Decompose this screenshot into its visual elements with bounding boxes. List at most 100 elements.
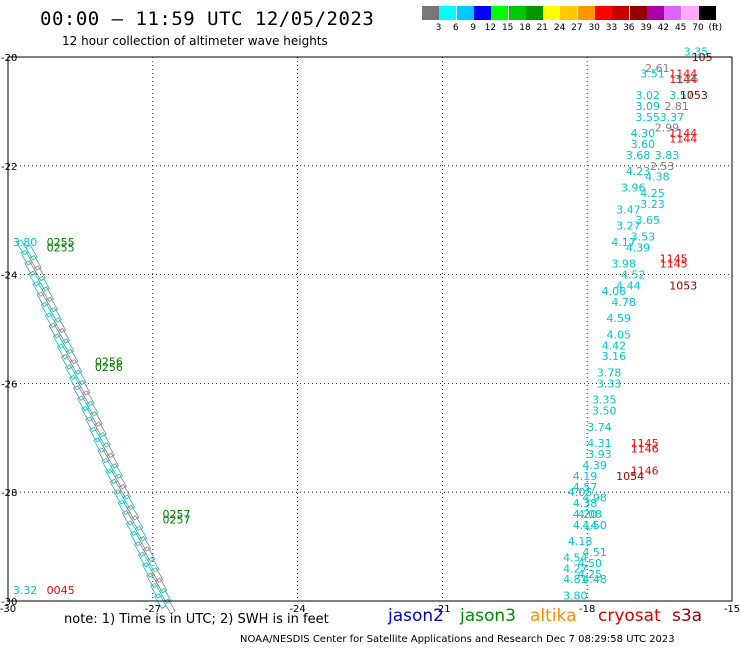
track-glyph [142, 562, 155, 578]
wave-height-label: 4.25 [578, 568, 603, 581]
track-glyph [159, 588, 172, 604]
track-glyph [130, 515, 144, 531]
wave-height-label: 4.19 [573, 470, 598, 483]
wave-height-label: 4.81 [563, 573, 588, 586]
track-glyph [37, 275, 50, 292]
time-label: 1146 [631, 443, 659, 456]
legend-label: 6 [452, 23, 459, 33]
wave-height-label: 3.83 [655, 149, 680, 162]
wave-height-label: 3.16 [602, 350, 627, 363]
track-glyph [85, 416, 98, 433]
track-glyph [154, 593, 167, 609]
track-glyph [118, 483, 132, 500]
wave-height-label: 2.81 [664, 100, 689, 113]
x-tick-label: -18 [579, 604, 595, 615]
wave-height-label: 4.05 [568, 486, 593, 499]
wave-height-label: 3.02 [635, 89, 660, 102]
legend-swatch [664, 6, 682, 20]
wave-height-label: 3.55 [635, 111, 660, 124]
time-label: 0045 [47, 584, 75, 597]
track-glyph [16, 239, 29, 256]
wave-height-label: 3.80 [13, 236, 38, 249]
track-glyph [86, 400, 99, 417]
legend-label: 24 [553, 23, 566, 33]
track-glyph [90, 411, 103, 427]
legend-label: 15 [501, 23, 514, 33]
track-glyph [137, 551, 151, 568]
track-glyph [69, 359, 83, 375]
legend-swatch [491, 6, 509, 20]
wave-height-label: 4.17 [611, 236, 636, 249]
wave-height-label: 3.78 [597, 367, 622, 380]
map-gridlines [8, 57, 732, 601]
track-glyph [134, 525, 148, 542]
time-label: 1053 [680, 89, 708, 102]
wave-height-label: 2.61 [645, 62, 670, 75]
legend-swatch [543, 6, 561, 20]
wave-height-label: 4.23 [626, 165, 651, 178]
wave-height-label: 4.05 [607, 328, 632, 341]
wave-height-label: 3.93 [587, 448, 612, 461]
legend-label: 33 [605, 23, 618, 33]
legend-swatch [439, 6, 457, 20]
wave-height-label: 3.32 [13, 584, 38, 597]
track-glyph [113, 489, 127, 505]
mission-jason3: jason3 [460, 606, 516, 626]
track-glyph [60, 353, 74, 370]
legend-swatch [681, 6, 699, 20]
wave-height-label: 3.98 [611, 258, 636, 271]
y-tick-label: -28 [1, 488, 17, 499]
track-glyph [129, 530, 143, 547]
time-label: 1144 [669, 133, 697, 146]
time-label: 0257 [162, 513, 190, 526]
y-tick-label: -22 [1, 162, 17, 173]
x-tick-label: -24 [289, 604, 305, 615]
legend-swatch [698, 6, 716, 20]
wave-height-label: 4.31 [587, 437, 612, 450]
time-label: 1144 [669, 73, 697, 86]
footer-credit: NOAA/NESDIS Center for Satellite Applica… [240, 634, 675, 645]
wave-height-label: 3.33 [597, 377, 622, 390]
time-label: 0257 [162, 508, 190, 521]
time-label: 1145 [660, 252, 688, 265]
track-glyph [102, 442, 115, 459]
x-tick-label: -30 [0, 604, 16, 615]
time-label: 1145 [631, 437, 659, 450]
time-label: 1144 [669, 127, 697, 140]
wave-height-label: 3.23 [640, 198, 665, 211]
track-glyph [29, 255, 42, 271]
wave-height-label: 3.36 [674, 73, 699, 86]
track-glyph [150, 582, 163, 599]
wave-height-label: 4.52 [621, 269, 646, 282]
mission-altika: altika [530, 606, 577, 626]
wave-height-label: 3.37 [660, 111, 685, 124]
wave-height-label: 4.38 [573, 497, 598, 510]
legend-swatch [473, 6, 491, 20]
wave-height-label: 3.80 [563, 590, 588, 603]
track-glyph [77, 395, 90, 412]
page-subtitle: 12 hour collection of altimeter wave hei… [62, 34, 328, 48]
wave-height-label: 4.50 [582, 519, 607, 532]
wave-height-label: 4.50 [578, 557, 603, 570]
track-glyph [125, 520, 139, 537]
time-label: 1144 [669, 67, 697, 80]
track-glyph [146, 556, 160, 573]
wave-height-label: 3.65 [635, 214, 660, 227]
wave-height-label: 2.99 [655, 122, 680, 135]
wave-height-label: 4.59 [607, 312, 632, 325]
wave-height-label: 4.51 [582, 546, 607, 559]
wave-height-label: 3.96 [621, 182, 646, 195]
track-glyph [117, 499, 131, 516]
track-glyph [105, 468, 118, 485]
track-glyph [61, 338, 75, 354]
wave-height-label: 4.14 [573, 519, 598, 532]
wave-height-label: 4.98 [582, 492, 607, 505]
y-tick-label: -30 [1, 597, 17, 608]
wave-height-label: 4.39 [626, 241, 651, 254]
footer-note: note: 1) Time is in UTC; 2) SWH is in fe… [64, 612, 329, 627]
wave-height-label: 4.48 [582, 573, 607, 586]
legend-label: 3 [435, 23, 442, 33]
time-label: 0256 [95, 356, 123, 369]
mission-jason2: jason2 [388, 606, 444, 626]
